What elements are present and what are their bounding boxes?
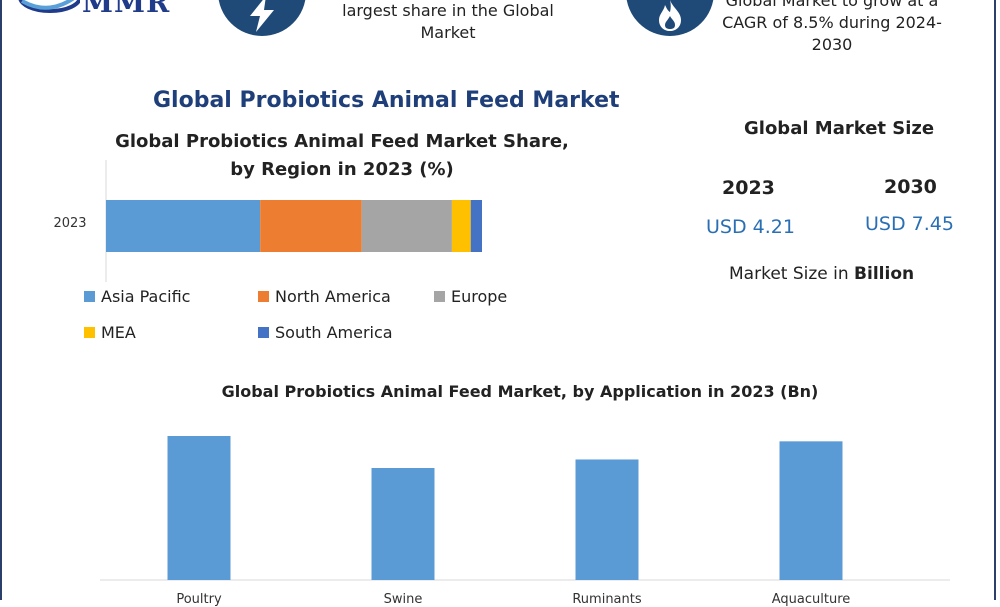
region-bar-segment-south-america (470, 200, 482, 252)
globe-icon (18, 0, 80, 13)
region-category-label: 2023 (53, 216, 87, 231)
region-bar-segment-asia-pacific (106, 200, 261, 252)
application-bar-poultry (167, 436, 231, 580)
legend-item-europe: Europe (434, 287, 507, 306)
header-left-line-2: Market (420, 23, 476, 42)
application-bar-aquaculture (779, 441, 843, 580)
legend-item-asia-pacific: Asia Pacific (84, 287, 190, 306)
legend-item-south-america: South America (258, 323, 393, 342)
region-bar-segment-mea (451, 200, 471, 252)
mmr-logo: MMR (10, 0, 170, 19)
header-right-text: Global Market to grow at a CAGR of 8.5% … (706, 0, 958, 56)
legend-swatch (258, 291, 269, 302)
market-size-note: Market Size in Billion (729, 264, 914, 284)
legend-label: MEA (101, 323, 136, 342)
market-size-note-unit: Billion (854, 264, 915, 284)
header-right-line-1: Global Market to grow at a (725, 0, 939, 10)
legend-label: North America (275, 287, 391, 306)
header-left-line-1: largest share in the Global (342, 1, 554, 20)
application-chart-title: Global Probiotics Animal Feed Market, by… (221, 382, 819, 401)
header-right-line-2: CAGR of 8.5% during 2024- (722, 13, 942, 32)
region-chart-title-line-2: by Region in 2023 (%) (230, 159, 454, 180)
legend-swatch (84, 327, 95, 338)
region-chart-title: Global Probiotics Animal Feed Market Sha… (100, 128, 584, 184)
market-size-title: Global Market Size (744, 118, 935, 139)
value-2023: USD 4.21 (706, 216, 795, 238)
region-chart-title-line-1: Global Probiotics Animal Feed Market Sha… (115, 131, 569, 152)
region-bar-segment-europe (361, 200, 452, 252)
header-right-line-3: 2030 (811, 35, 853, 54)
application-bar-swine (371, 468, 435, 580)
header-left-text: largest share in the Global Market (322, 0, 574, 44)
logo-text: MMR (82, 0, 171, 19)
market-size-note-prefix: Market Size in (729, 264, 855, 284)
legend-swatch (84, 291, 95, 302)
application-bar-ruminants (575, 459, 639, 580)
value-2030: USD 7.45 (865, 213, 954, 235)
legend-item-mea: MEA (84, 323, 136, 342)
legend-label: Asia Pacific (101, 287, 191, 306)
legend-label: South America (275, 323, 393, 342)
year-2030-label: 2030 (884, 176, 937, 198)
legend-label: Europe (451, 287, 508, 306)
region-bar-segment-north-america (260, 200, 362, 252)
legend-item-north-america: North America (258, 287, 391, 306)
main-title: Global Probiotics Animal Feed Market (153, 88, 620, 113)
year-2023-label: 2023 (722, 177, 775, 199)
legend-swatch (258, 327, 269, 338)
legend-swatch (434, 291, 445, 302)
